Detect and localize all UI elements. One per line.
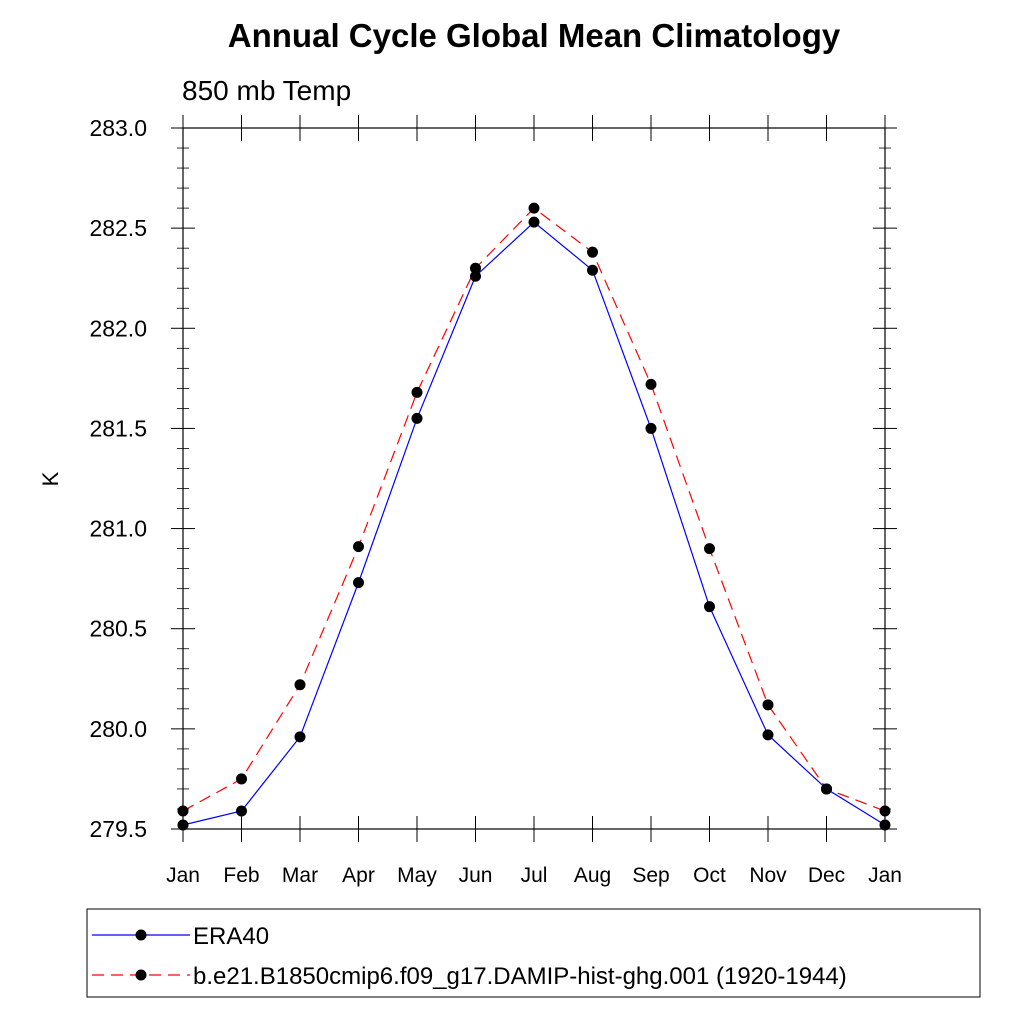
data-point-series-0: [528, 216, 540, 228]
data-point-series-0: [177, 819, 189, 831]
axis-ticks: 279.5 280.0 280.5 281.0 281.5 282.0 282.5 283.0…: [89, 115, 902, 887]
x-tick-label: Nov: [749, 864, 787, 887]
series-line-0: [182, 221, 886, 826]
legend-label: ERA40: [193, 923, 269, 950]
legend-label: b.e21.B1850cmip6.f09_g17.DAMIP-hist-ghg.…: [193, 963, 847, 990]
data-point-series-1: [411, 386, 423, 398]
x-tick-label: Jul: [521, 864, 548, 887]
x-tick-label: Jan: [166, 864, 200, 887]
legend-marker: [135, 969, 147, 981]
data-point-series-0: [587, 264, 598, 276]
data-point-series-1: [470, 262, 481, 274]
x-tick-label: Sep: [632, 864, 669, 887]
data-point-series-1: [528, 202, 540, 214]
data-point-series-1: [236, 773, 247, 785]
data-point-series-1: [587, 246, 598, 258]
y-tick-label: 281.0: [89, 516, 147, 542]
plot-axes: [182, 127, 886, 830]
data-point-series-0: [645, 422, 657, 434]
data-point-series-0: [236, 805, 247, 817]
data-point-series-0: [762, 729, 774, 741]
data-point-series-0: [353, 577, 364, 589]
data-point-series-0: [470, 270, 481, 282]
y-axis-label: K: [38, 471, 63, 486]
legend: ERA40 b.e21.B1850cmip6.f09_g17.DAMIP-hist…: [86, 908, 981, 998]
data-point-series-0: [704, 601, 715, 613]
y-tick-label: 280.0: [89, 716, 147, 742]
x-tick-label: Aug: [574, 864, 611, 887]
legend-marker: [135, 929, 147, 941]
x-tick-label: Oct: [693, 864, 726, 887]
series-line-1: [182, 207, 886, 812]
x-tick-label: Dec: [808, 864, 845, 887]
data-point-series-0: [821, 783, 832, 795]
y-tick-label: 280.5: [89, 616, 147, 642]
legend-box: [86, 908, 981, 998]
y-tick-label: 281.5: [89, 415, 147, 441]
x-tick-label: Jan: [868, 864, 902, 887]
data-point-series-1: [294, 679, 306, 691]
plot-frame: [182, 127, 886, 830]
chart-title: Annual Cycle Global Mean Climatology: [228, 17, 841, 54]
y-tick-label: 282.0: [89, 315, 147, 341]
data-point-series-1: [704, 543, 715, 555]
data-point-series-0: [411, 412, 423, 424]
y-tick-label: 279.5: [89, 816, 147, 842]
data-point-series-1: [645, 378, 657, 390]
series-layer: [177, 202, 891, 831]
y-tick-label: 283.0: [89, 115, 147, 141]
x-tick-label: Mar: [282, 864, 318, 887]
x-tick-label: Apr: [342, 864, 375, 887]
data-point-series-0: [879, 819, 891, 831]
x-tick-label: May: [397, 864, 437, 887]
data-point-series-1: [353, 541, 364, 553]
x-tick-label: Feb: [223, 864, 259, 887]
y-tick-label: 282.5: [89, 215, 147, 241]
chart-subtitle: 850 mb Temp: [182, 75, 351, 106]
x-tick-label: Jun: [459, 864, 493, 887]
data-point-series-1: [879, 805, 891, 817]
data-point-series-1: [762, 699, 774, 711]
data-point-series-1: [177, 805, 189, 817]
data-point-series-0: [294, 731, 306, 743]
